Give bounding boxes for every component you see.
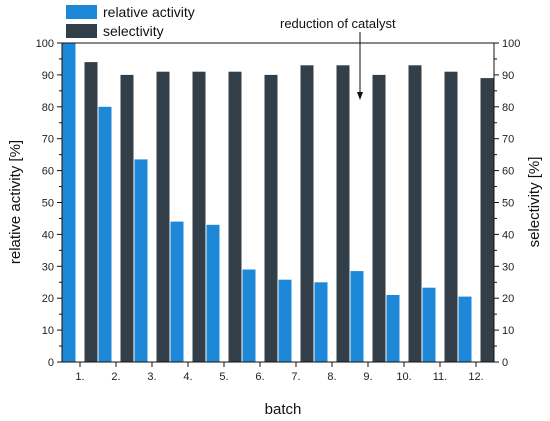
x-tick-label: 7. <box>291 371 300 383</box>
annotation-arrowhead <box>357 92 363 100</box>
bar-relative-activity-1 <box>62 43 76 362</box>
x-tick-label: 2. <box>111 371 120 383</box>
legend-label-selectivity: selectivity <box>103 23 164 39</box>
right-tick-label: 30 <box>502 261 514 273</box>
bar-relative-activity-5 <box>206 224 220 362</box>
bar-relative-activity-3 <box>134 159 148 362</box>
right-tick-label: 100 <box>502 38 520 50</box>
bar-selectivity-3 <box>156 71 170 362</box>
bar-relative-activity-4 <box>170 221 184 362</box>
legend-swatch-selectivity <box>66 24 97 38</box>
plot-area <box>61 42 495 363</box>
x-tick-label: 10. <box>396 371 411 383</box>
bar-relative-activity-2 <box>98 106 112 362</box>
bar-selectivity-9 <box>372 74 386 363</box>
right-tick-label: 10 <box>502 325 514 337</box>
legend: relative activity selectivity <box>66 4 195 39</box>
bar-selectivity-7 <box>300 65 314 363</box>
right-axis-title: selectivity [%] <box>526 157 543 248</box>
left-tick-label: 80 <box>42 102 54 114</box>
left-tick-label: 50 <box>42 198 54 210</box>
left-tick-label: 10 <box>42 325 54 337</box>
x-tick-label: 11. <box>433 371 447 383</box>
bar-relative-activity-6 <box>242 269 256 362</box>
x-axis-ticks: 1. 2. 3. 4. 5. 6. 7. 8. 9. 10. 11. 12. <box>75 362 484 383</box>
bar-selectivity-12 <box>480 78 494 362</box>
x-tick-label: 1. <box>75 371 84 383</box>
x-tick-label: 12. <box>468 371 483 383</box>
annotation: reduction of catalyst <box>280 16 396 100</box>
right-tick-label: 0 <box>502 357 508 369</box>
bar-selectivity-11 <box>444 71 458 362</box>
right-tick-label: 20 <box>502 293 514 305</box>
x-tick-label: 5. <box>219 371 228 383</box>
right-tick-label: 50 <box>502 198 514 210</box>
right-tick-label: 40 <box>502 229 514 241</box>
left-tick-label: 90 <box>42 70 54 82</box>
left-tick-label: 60 <box>42 166 54 178</box>
x-tick-label: 4. <box>183 371 192 383</box>
left-tick-label: 30 <box>42 261 54 273</box>
bar-relative-activity-9 <box>350 271 364 362</box>
bar-selectivity-6 <box>264 74 278 363</box>
right-tick-label: 70 <box>502 134 514 146</box>
left-axis-title: relative activity [%] <box>7 140 24 264</box>
left-tick-label: 0 <box>48 357 54 369</box>
left-tick-label: 20 <box>42 293 54 305</box>
right-axis-ticks: 0 10 20 30 40 50 60 70 80 90 100 <box>494 38 520 369</box>
right-tick-label: 60 <box>502 166 514 178</box>
left-tick-label: 40 <box>42 229 54 241</box>
bar-relative-activity-8 <box>314 282 328 363</box>
x-axis-title: batch <box>265 401 302 418</box>
left-axis-ticks: 0 10 20 30 40 50 60 70 80 90 100 <box>36 38 62 369</box>
bar-selectivity-10 <box>408 65 422 363</box>
legend-label-relative-activity: relative activity <box>103 4 195 20</box>
right-tick-label: 80 <box>502 102 514 114</box>
bar-relative-activity-7 <box>278 279 292 362</box>
bar-relative-activity-10 <box>386 295 400 362</box>
bar-relative-activity-12 <box>458 296 472 362</box>
left-tick-label: 100 <box>36 38 54 50</box>
bar-selectivity-2 <box>120 74 134 363</box>
x-tick-label: 3. <box>147 371 156 383</box>
left-tick-label: 70 <box>42 134 54 146</box>
x-tick-label: 8. <box>327 371 336 383</box>
bar-selectivity-5 <box>228 71 242 362</box>
legend-swatch-relative-activity <box>66 5 97 19</box>
x-tick-label: 6. <box>255 371 264 383</box>
bar-selectivity-4 <box>192 71 206 362</box>
annotation-text: reduction of catalyst <box>280 16 396 31</box>
bar-selectivity-8 <box>336 65 350 363</box>
right-tick-label: 90 <box>502 70 514 82</box>
bar-selectivity-1 <box>84 62 98 362</box>
x-tick-label: 9. <box>363 371 372 383</box>
bar-relative-activity-11 <box>422 287 436 362</box>
